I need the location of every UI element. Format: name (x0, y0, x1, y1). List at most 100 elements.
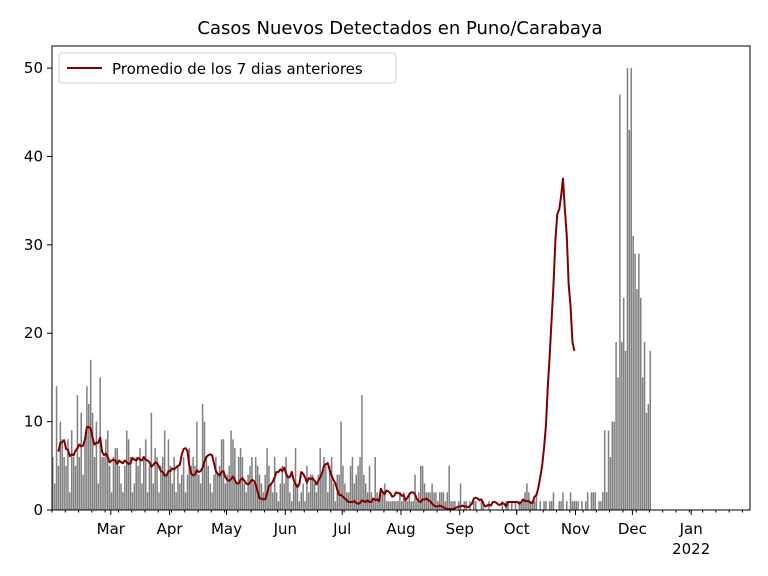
x-tick-label: Oct (504, 520, 530, 538)
bar (235, 483, 238, 510)
bar (649, 350, 651, 510)
bar (511, 501, 513, 510)
bar (171, 483, 174, 510)
bar (188, 448, 191, 510)
bar (241, 456, 244, 510)
bar (88, 403, 90, 510)
bar (89, 359, 92, 510)
x-tick-label: Aug (386, 520, 415, 538)
moving-average-layer (57, 177, 576, 511)
bar (158, 492, 160, 510)
bar (438, 492, 441, 510)
bar (473, 501, 475, 510)
bar (529, 501, 532, 510)
bar (382, 492, 384, 510)
y-tick-label: 50 (24, 59, 43, 77)
bar (448, 465, 450, 510)
bar (645, 412, 648, 510)
bar (84, 439, 86, 510)
bar (391, 501, 394, 510)
bar (571, 501, 574, 510)
x-tick-label: Apr (157, 520, 184, 538)
bar (624, 350, 627, 510)
bar (300, 492, 302, 510)
bar (410, 501, 412, 510)
bar (584, 501, 587, 510)
bar (74, 465, 77, 510)
x-axis: Mar Apr May Jun Jul Aug Sep Oct Nov Dec Jan 2022 (51, 510, 743, 558)
bar (160, 465, 162, 510)
bar (203, 421, 206, 510)
bar (321, 474, 323, 510)
bar (78, 456, 81, 510)
bar (586, 492, 589, 510)
bar (431, 483, 433, 510)
bar (124, 465, 126, 510)
bar (228, 465, 230, 510)
y-tick-label: 40 (24, 147, 43, 165)
bar (522, 501, 524, 510)
bar (52, 456, 54, 510)
bar (552, 492, 555, 510)
bar (146, 492, 149, 510)
bar (332, 483, 335, 510)
bar (393, 501, 395, 510)
bar (340, 421, 342, 510)
bar (308, 492, 310, 510)
bar (137, 465, 139, 510)
bar (364, 483, 367, 510)
moving-average-line (57, 177, 576, 511)
bar (199, 483, 202, 510)
bar (173, 456, 175, 510)
bar (296, 483, 299, 510)
bar (569, 492, 572, 510)
x-tick-label: Dec (618, 520, 647, 538)
bar (615, 342, 617, 510)
bar (55, 386, 58, 510)
legend: Promedio de los 7 dias anteriores (58, 52, 397, 84)
x-tick-label: Jun (273, 520, 297, 538)
bar (82, 474, 84, 510)
bar (636, 289, 638, 510)
bar (97, 483, 100, 510)
bar (592, 492, 595, 510)
bar (93, 456, 96, 510)
bar (201, 403, 204, 510)
bar (607, 430, 610, 510)
y-tick-label: 0 (33, 501, 43, 519)
bar (53, 483, 56, 510)
bar (194, 465, 196, 510)
bar (545, 501, 547, 510)
bar (359, 456, 361, 510)
bar (423, 483, 426, 510)
bar (182, 456, 185, 510)
bar (647, 403, 650, 510)
bar (531, 501, 534, 510)
bar (224, 483, 227, 510)
bar (520, 501, 523, 510)
bar (539, 501, 541, 510)
bar (205, 456, 208, 510)
bar (105, 439, 107, 510)
bar (118, 465, 120, 510)
bar (406, 501, 409, 510)
bar (602, 492, 604, 510)
bar (416, 501, 418, 510)
bar (306, 465, 308, 510)
bar (634, 253, 636, 510)
bar (535, 492, 538, 510)
bar (317, 474, 320, 510)
bar (144, 439, 147, 510)
bar (543, 501, 545, 510)
bar (641, 377, 644, 510)
bar (399, 492, 401, 510)
bar (215, 456, 217, 510)
bar (232, 439, 234, 510)
bar (327, 492, 329, 510)
bar (526, 483, 528, 510)
bar (103, 456, 105, 510)
bar (474, 501, 477, 510)
bar (207, 465, 210, 510)
bar (621, 342, 623, 510)
bar (480, 501, 483, 510)
